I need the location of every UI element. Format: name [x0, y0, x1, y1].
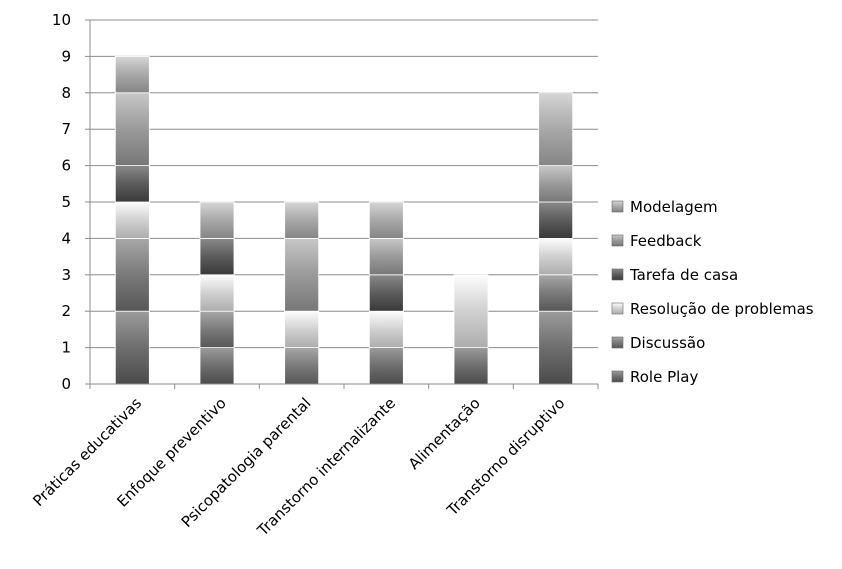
bar-segment-resolu-o-de-problemas — [284, 310, 320, 349]
y-tick-label: 2 — [61, 302, 71, 320]
y-tick-label: 8 — [61, 84, 71, 102]
y-tick-label: 0 — [61, 375, 71, 393]
bar-segment-modelagem — [538, 92, 574, 167]
y-tick-label: 3 — [61, 266, 71, 284]
gridlines — [90, 19, 598, 385]
bar-segment-tarefa-de-casa — [368, 274, 404, 312]
bar-segment-feedback — [538, 165, 574, 203]
y-axis: 0 1 2 3 4 5 6 7 8 9 10 — [52, 11, 91, 393]
bar-segment-tarefa-de-casa — [538, 201, 574, 239]
bar-segment-resolu-o-de-problemas — [114, 201, 150, 239]
bar-segment-modelagem — [368, 201, 404, 239]
legend-swatch — [611, 302, 624, 315]
bar-segment-role-play — [453, 347, 489, 385]
legend-label: Role Play — [630, 368, 698, 386]
bar-segment-feedback — [284, 237, 320, 312]
bar-segment-resolu-o-de-problemas — [368, 310, 404, 349]
y-tick-label: 5 — [61, 193, 71, 211]
bar-segment-role-play — [538, 310, 574, 385]
legend-label: Discussão — [630, 334, 705, 352]
bar-segment-discuss-o — [538, 274, 574, 312]
bar-segment-resolu-o-de-problemas — [199, 274, 235, 312]
legend-label: Feedback — [630, 232, 702, 250]
y-tick-label: 9 — [61, 47, 71, 65]
legend-swatch — [611, 234, 624, 247]
bar-segment-modelagem — [284, 201, 320, 239]
x-category-label: Transtorno internalizante — [253, 394, 399, 540]
bar-segment-role-play — [199, 347, 235, 385]
bar-segment-discuss-o — [114, 237, 150, 312]
bar-segment-modelagem — [199, 201, 235, 239]
bar-segment-modelagem — [114, 56, 150, 94]
bar-segment-feedback — [368, 237, 404, 276]
bar-segment-role-play — [114, 310, 150, 385]
legend-label: Modelagem — [630, 198, 718, 216]
y-tick-label: 4 — [61, 229, 71, 247]
legend-swatch — [611, 268, 624, 281]
y-tick-label: 10 — [52, 11, 71, 29]
bar-segment-feedback — [114, 92, 150, 167]
bar-segment-discuss-o — [284, 347, 320, 385]
legend-swatch — [611, 336, 624, 349]
legend-swatch — [611, 200, 624, 213]
x-category-label: Alimentação — [405, 394, 484, 473]
legend-label: Resolução de problemas — [630, 300, 814, 318]
legend-label: Tarefa de casa — [629, 266, 738, 284]
legend-swatch — [611, 370, 624, 383]
bar-segment-resolu-o-de-problemas — [538, 237, 574, 276]
bars — [114, 56, 574, 385]
bar-segment-resolu-o-de-problemas — [453, 274, 489, 348]
bar-segment-role-play — [368, 347, 404, 385]
y-tick-label: 6 — [61, 157, 71, 175]
y-tick-label: 7 — [61, 120, 71, 138]
bar-segment-tarefa-de-casa — [199, 237, 235, 276]
bar-segment-discuss-o — [199, 310, 235, 349]
legend: Modelagem Feedback Tarefa de casa Resolução… — [611, 198, 814, 386]
bar-segment-tarefa-de-casa — [114, 165, 150, 203]
y-tick-label: 1 — [61, 339, 71, 357]
